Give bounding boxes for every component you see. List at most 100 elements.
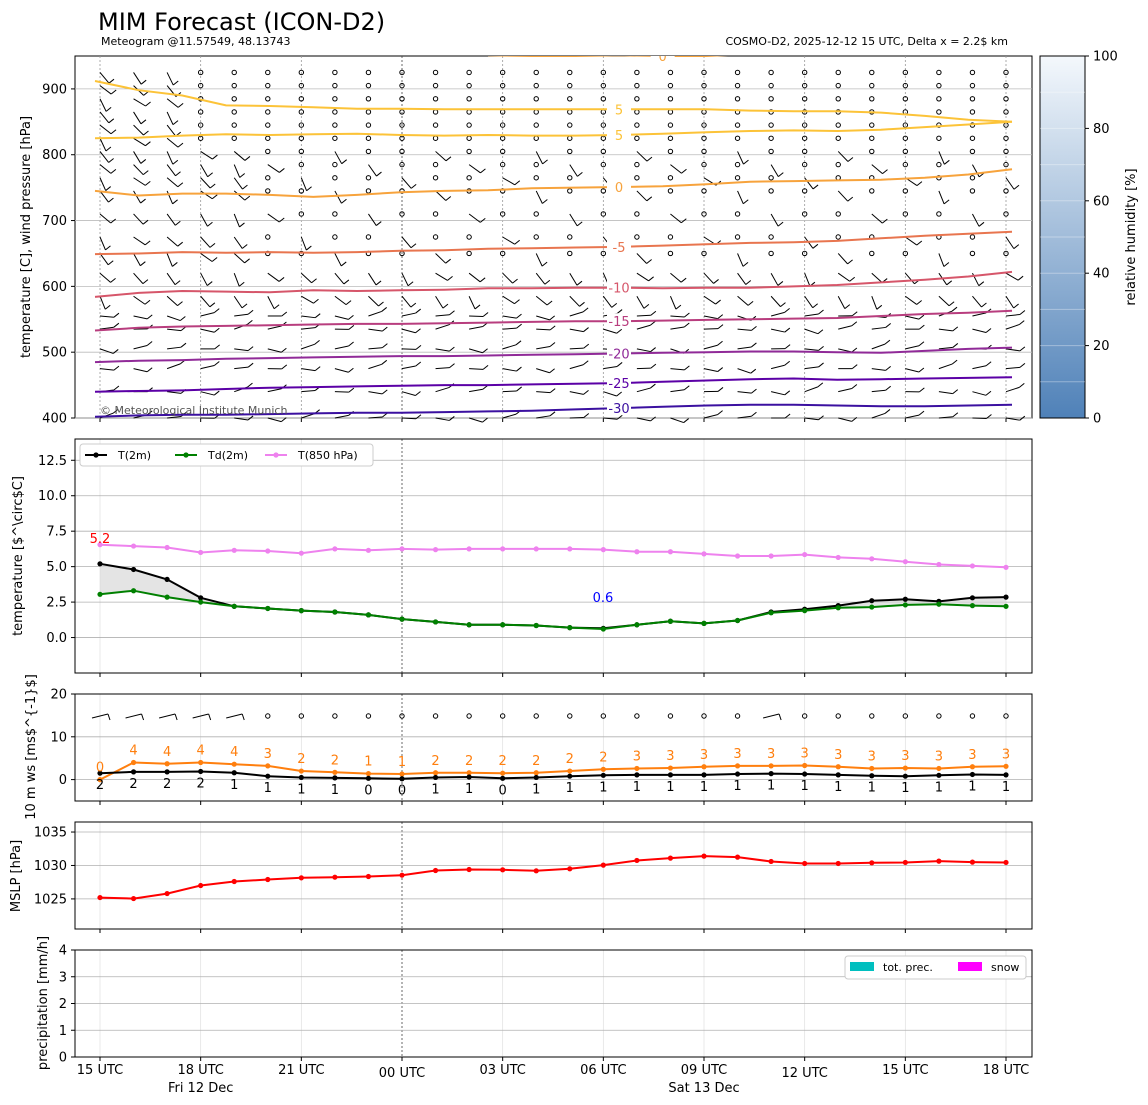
calm-wind-marker [902, 188, 909, 194]
data-point [332, 874, 338, 880]
wind-barb [401, 177, 412, 189]
wind-barb [166, 363, 181, 370]
wind-barb [770, 311, 785, 317]
calm-wind-marker [969, 109, 976, 115]
calm-wind-marker [332, 234, 338, 240]
wind-barb [972, 391, 987, 396]
isotherm-line [94, 120, 1013, 140]
wind-barb-flag [381, 359, 388, 365]
wind-barb-flag [742, 261, 749, 267]
wind-barb-flag [751, 388, 757, 394]
data-point [734, 854, 741, 860]
wind-barb-flag [143, 130, 149, 136]
wind-barb [368, 310, 382, 317]
calm-wind-marker [667, 250, 674, 257]
calm-surface-wind-marker [466, 713, 472, 719]
calm-wind-marker [801, 161, 808, 168]
wind-barb-flag [512, 278, 518, 284]
calm-wind-marker [399, 109, 405, 115]
calm-wind-marker [600, 211, 607, 217]
wind-barb-flag [743, 159, 749, 165]
wind-barb-flag [582, 307, 589, 313]
calm-surface-wind-marker [902, 713, 909, 719]
wind-barb-flag [445, 156, 452, 162]
wind-barb [99, 190, 109, 203]
wind-barb [603, 391, 617, 397]
pressure-tick-label: 400 [42, 412, 67, 427]
calm-surface-wind-marker [634, 713, 640, 719]
data-point [231, 878, 237, 885]
calm-wind-marker [265, 175, 271, 181]
data-point [734, 763, 741, 769]
upper-air-ylabel: temperature [C], wind pressure [hPa] [19, 116, 34, 358]
wind-barb [334, 272, 345, 285]
data-point [332, 546, 338, 552]
x-tick-label: 15 UTC [882, 1063, 928, 1078]
wind-barb [1005, 348, 1020, 352]
wind-barb-flag [110, 218, 117, 224]
wind-barb-flag [646, 259, 652, 264]
wind-barb-flag [247, 415, 254, 421]
wind-barb [603, 328, 617, 334]
wind-barb [233, 273, 240, 287]
colorbar-tick-label: 40 [1093, 267, 1110, 282]
wind-barb-flag [213, 390, 220, 396]
wind-barb [569, 164, 578, 177]
wind-barb-flag [750, 368, 757, 374]
wind-barb-flag [415, 361, 422, 367]
wind-barb-flag [616, 309, 623, 314]
series-line [99, 543, 1007, 569]
surface-wind-barb [226, 713, 243, 719]
isotherm-label: 0 [659, 50, 667, 65]
calm-wind-marker [768, 135, 774, 141]
surface-wind-barb [125, 713, 142, 719]
wind-barb-flag [516, 313, 522, 319]
wind-barb-flag [241, 303, 248, 309]
calm-wind-marker [332, 211, 338, 217]
data-point [768, 771, 774, 777]
data-point [869, 765, 875, 772]
wind-barb [502, 236, 515, 245]
wind-barb [133, 272, 144, 284]
wind-barb [670, 164, 682, 174]
wind-barb-flag [278, 217, 285, 223]
data-point [500, 546, 506, 552]
gust-value-label: 2 [465, 754, 473, 769]
calm-wind-marker [298, 82, 305, 89]
wind-barb [972, 213, 980, 227]
wind-barb [502, 295, 515, 305]
calm-wind-marker [634, 211, 640, 217]
data-point [902, 859, 908, 866]
wind-barb-flag [375, 280, 382, 286]
precipitation-panel: 0 1 2 3 4 tot. prec. snow precipitation [mm/h… [36, 936, 1033, 1070]
calm-wind-marker [734, 69, 741, 76]
wind-barb-flag [375, 221, 382, 226]
calm-wind-marker [936, 82, 942, 89]
calm-wind-marker [567, 148, 573, 155]
wind-barb-flag [549, 411, 556, 417]
series-line [99, 562, 1007, 630]
calm-wind-marker [734, 175, 741, 181]
wind-barb-flag [844, 304, 851, 309]
wind-barb [703, 414, 718, 419]
y-tick-label: 4 [59, 944, 67, 959]
wind-barb-flag [348, 341, 354, 347]
wind-barb-flag [943, 262, 950, 267]
calm-wind-marker [969, 234, 976, 240]
calm-wind-marker [600, 122, 607, 128]
data-point [198, 759, 204, 766]
data-point [298, 550, 304, 556]
wind-barb-flag [583, 343, 590, 349]
data-point [567, 768, 573, 774]
wind-value-label: 0 [398, 784, 406, 799]
wind-barb [469, 368, 484, 370]
isotherm-line [94, 309, 1013, 332]
calm-wind-marker [197, 135, 204, 141]
wind-barb-flag [145, 141, 151, 147]
calm-wind-marker [499, 148, 506, 155]
colorbar-ticks: 0 20 40 60 80 100 [1040, 50, 1118, 427]
wind-barb-flag [916, 181, 923, 186]
isotherm-line [94, 168, 1013, 198]
wind-barb-flag [919, 387, 925, 393]
